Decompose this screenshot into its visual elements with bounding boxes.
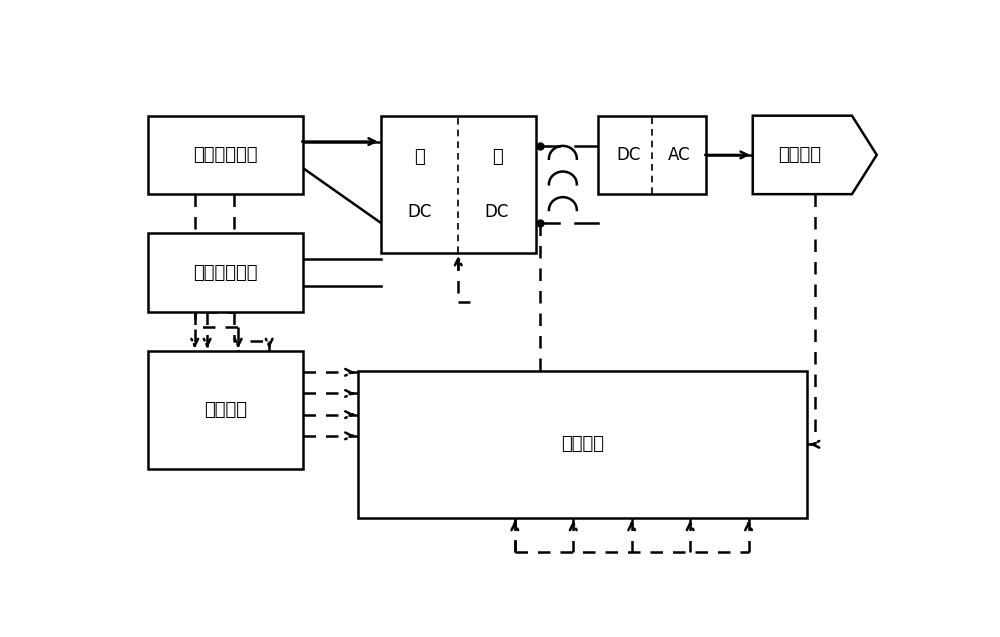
Bar: [148, 351, 303, 469]
Text: 控制系统: 控制系统: [561, 435, 604, 454]
Bar: [358, 371, 807, 518]
Bar: [148, 233, 303, 312]
Text: DC: DC: [485, 203, 509, 221]
Polygon shape: [753, 116, 877, 194]
Bar: [598, 116, 706, 194]
Bar: [381, 116, 536, 253]
Text: AC: AC: [668, 146, 690, 164]
Text: 测量系统: 测量系统: [204, 401, 247, 419]
Text: 向: 向: [492, 148, 502, 166]
Text: DC: DC: [407, 203, 432, 221]
Text: 牵引系统: 牵引系统: [778, 146, 821, 164]
Text: 超级电容系统: 超级电容系统: [194, 264, 258, 282]
Text: 燃料电池系统: 燃料电池系统: [194, 146, 258, 164]
Text: 单: 单: [414, 148, 425, 166]
Bar: [148, 116, 303, 194]
Text: DC: DC: [616, 146, 640, 164]
